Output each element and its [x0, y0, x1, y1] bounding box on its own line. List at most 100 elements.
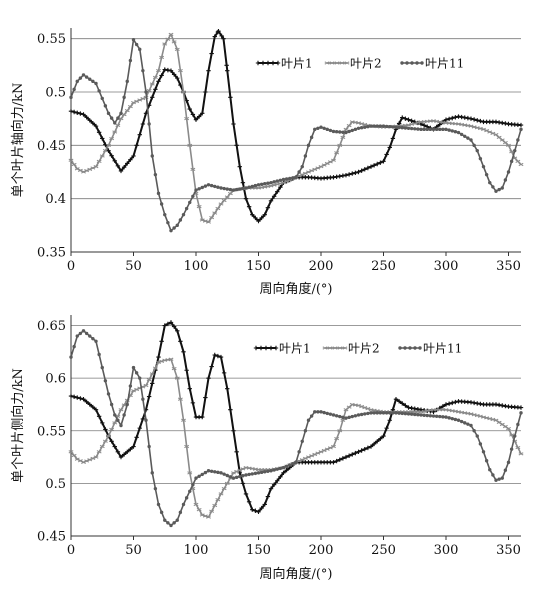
- legend-marker: [410, 61, 414, 65]
- data-point: [359, 126, 364, 130]
- data-point: [166, 220, 170, 225]
- data-point: [322, 126, 326, 130]
- data-point: [468, 412, 474, 416]
- legend-marker: [334, 61, 340, 65]
- data-point: [268, 486, 274, 491]
- data-point: [244, 186, 248, 190]
- data-point: [144, 90, 148, 94]
- data-point: [228, 475, 233, 479]
- data-point: [340, 456, 346, 461]
- data-point: [71, 109, 77, 115]
- data-point: [300, 439, 304, 443]
- data-point: [115, 449, 121, 455]
- data-point: [472, 143, 476, 148]
- data-point: [128, 58, 133, 63]
- data-point: [106, 143, 111, 147]
- data-point: [353, 170, 358, 175]
- data-point: [190, 112, 196, 117]
- data-point: [221, 487, 227, 491]
- data-point: [346, 172, 352, 177]
- data-point: [112, 444, 117, 449]
- data-point: [172, 226, 176, 230]
- x-tick-label: 100: [184, 543, 209, 558]
- data-point: [343, 408, 349, 412]
- data-point: [227, 191, 233, 196]
- data-point: [238, 474, 242, 479]
- data-point: [331, 413, 336, 417]
- data-point: [356, 403, 361, 408]
- data-point: [99, 154, 105, 158]
- data-point: [518, 162, 524, 167]
- data-point: [281, 177, 286, 182]
- data-point: [209, 183, 214, 188]
- data-point: [363, 125, 367, 129]
- data-point: [477, 414, 483, 418]
- data-point: [425, 413, 429, 418]
- data-point: [90, 121, 96, 126]
- data-point: [459, 419, 464, 424]
- data-point: [247, 472, 251, 477]
- data-point: [121, 452, 127, 457]
- data-point: [468, 124, 474, 128]
- data-point: [277, 181, 283, 186]
- legend-marker: [268, 345, 274, 351]
- data-point: [306, 143, 311, 148]
- data-point: [463, 134, 467, 138]
- data-point: [90, 404, 96, 410]
- legend-marker: [265, 60, 271, 66]
- data-point: [196, 205, 202, 209]
- data-point: [493, 133, 499, 137]
- data-point: [403, 126, 408, 130]
- data-point: [450, 400, 455, 406]
- x-axis-title: 周向角度/(°): [259, 566, 332, 582]
- data-point: [240, 180, 246, 185]
- data-point: [466, 422, 470, 426]
- legend-marker: [329, 61, 335, 65]
- data-point: [319, 125, 323, 129]
- data-point: [500, 186, 504, 190]
- data-point: [159, 359, 165, 363]
- data-point: [499, 138, 505, 142]
- data-point: [497, 187, 501, 192]
- data-point: [119, 111, 123, 116]
- data-point: [150, 154, 154, 158]
- data-point: [128, 157, 133, 162]
- data-point: [353, 450, 358, 456]
- data-point: [225, 68, 230, 73]
- data-point: [475, 148, 479, 153]
- data-point: [121, 165, 127, 170]
- data-point: [153, 87, 158, 92]
- data-point: [394, 125, 398, 129]
- data-point: [216, 29, 221, 34]
- data-point: [146, 89, 152, 93]
- data-point: [363, 412, 367, 416]
- data-point: [250, 507, 255, 512]
- data-point: [438, 127, 442, 132]
- data-point: [447, 416, 451, 420]
- data-point: [118, 168, 124, 174]
- legend-marker: [253, 345, 259, 351]
- data-point: [350, 414, 354, 419]
- data-point: [96, 414, 102, 419]
- data-point: [121, 113, 127, 117]
- data-point: [246, 499, 252, 504]
- data-point: [491, 185, 495, 189]
- data-point: [266, 181, 270, 185]
- data-point: [375, 439, 380, 444]
- data-point: [203, 184, 208, 188]
- data-point: [81, 396, 86, 402]
- data-point: [209, 509, 215, 513]
- data-point: [109, 402, 114, 407]
- data-point: [134, 143, 139, 148]
- data-point: [224, 195, 230, 199]
- data-point: [394, 411, 398, 415]
- data-point: [231, 188, 236, 192]
- data-point: [381, 159, 386, 164]
- data-point: [513, 434, 517, 438]
- data-point: [256, 509, 261, 514]
- data-point: [84, 75, 89, 79]
- data-point: [213, 184, 217, 189]
- data-point: [119, 423, 123, 428]
- data-point: [450, 129, 454, 133]
- data-point: [350, 171, 355, 176]
